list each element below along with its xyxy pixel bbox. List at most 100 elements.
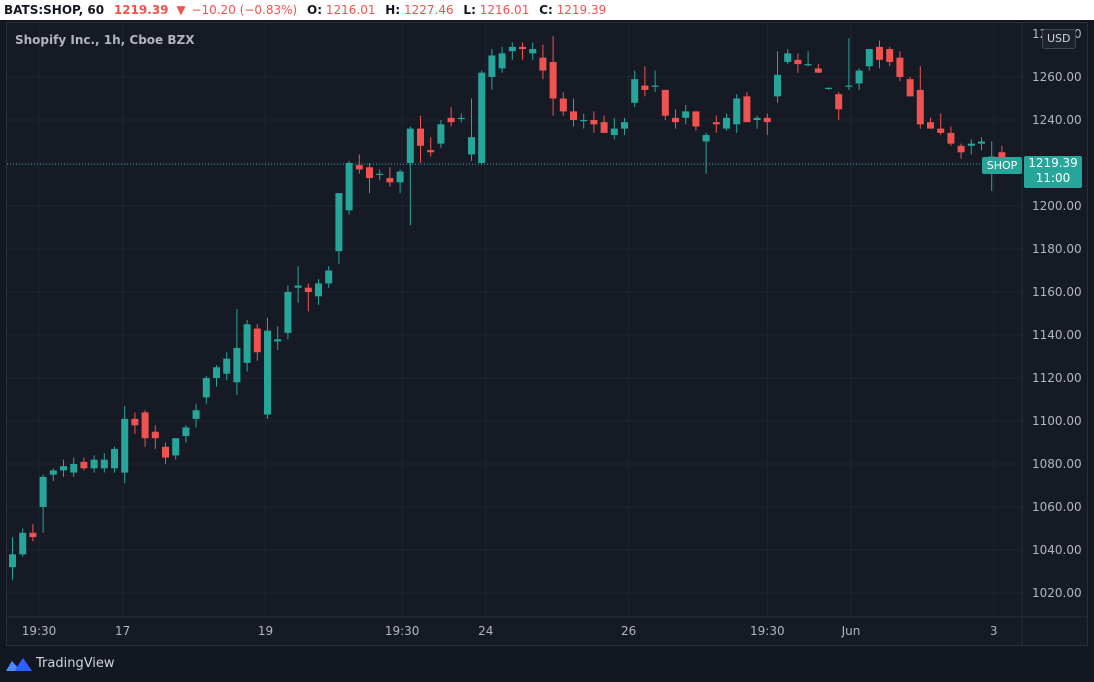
candle-20[interactable] (213, 365, 220, 387)
candle-82[interactable] (845, 38, 853, 90)
candle-51[interactable] (529, 42, 537, 60)
candle-95[interactable] (978, 137, 985, 151)
candle-87[interactable] (896, 51, 904, 82)
candle-41[interactable] (427, 137, 435, 157)
candle-50[interactable] (519, 42, 526, 60)
candle-37[interactable] (386, 167, 394, 187)
candle-53[interactable] (549, 36, 557, 116)
candle-15[interactable] (162, 442, 169, 465)
candle-42[interactable] (437, 120, 445, 148)
candle-44[interactable] (457, 113, 465, 123)
candle-45[interactable] (468, 98, 475, 161)
candle-39[interactable] (406, 126, 414, 226)
candle-71[interactable] (733, 94, 741, 133)
candle-91[interactable] (937, 113, 945, 136)
candle-60[interactable] (621, 117, 628, 136)
candle-72[interactable] (743, 92, 751, 123)
candle-79[interactable] (814, 64, 822, 73)
candle-93[interactable] (957, 143, 965, 159)
candle-1[interactable] (19, 528, 27, 557)
candle-52[interactable] (539, 44, 547, 80)
candle-75[interactable] (774, 51, 781, 103)
candle-48[interactable] (498, 46, 506, 73)
candle-33[interactable] (345, 160, 353, 215)
candle-10[interactable] (111, 446, 118, 473)
candle-24[interactable] (253, 324, 261, 361)
candle-22[interactable] (233, 309, 241, 396)
candle-85[interactable] (876, 40, 883, 69)
candle-17[interactable] (182, 425, 190, 443)
candle-69[interactable] (712, 115, 720, 133)
candle-23[interactable] (243, 319, 251, 372)
candle-18[interactable] (192, 403, 200, 428)
candle-31[interactable] (325, 266, 333, 288)
candle-80[interactable] (825, 87, 832, 90)
candle-77[interactable] (794, 53, 802, 73)
candle-89[interactable] (916, 66, 924, 129)
candle-47[interactable] (488, 49, 496, 90)
candle-6[interactable] (70, 457, 78, 477)
candle-84[interactable] (865, 49, 873, 71)
candle-56[interactable] (580, 113, 588, 129)
candle-9[interactable] (100, 453, 108, 473)
candle-73[interactable] (753, 115, 761, 129)
candle-32[interactable] (335, 193, 343, 265)
candle-28[interactable] (294, 266, 302, 303)
candle-57[interactable] (590, 111, 598, 133)
candle-70[interactable] (723, 113, 730, 131)
candle-21[interactable] (223, 352, 231, 381)
candle-12[interactable] (131, 412, 139, 434)
candle-65[interactable] (672, 109, 679, 129)
candle-76[interactable] (784, 49, 792, 65)
candle-27[interactable] (284, 285, 292, 340)
candle-36[interactable] (376, 169, 384, 181)
candle-68[interactable] (702, 132, 710, 174)
candle-35[interactable] (366, 163, 373, 194)
candle-86[interactable] (886, 46, 894, 67)
candle-25[interactable] (264, 317, 271, 419)
candle-81[interactable] (835, 92, 843, 120)
candle-3[interactable] (39, 474, 47, 533)
candle-67[interactable] (692, 111, 700, 131)
candle-2[interactable] (29, 524, 37, 542)
candle-4[interactable] (49, 468, 57, 482)
candle-8[interactable] (90, 455, 98, 473)
candle-61[interactable] (631, 70, 639, 108)
candle-46[interactable] (478, 70, 486, 166)
candle-38[interactable] (396, 169, 404, 194)
candle-16[interactable] (172, 438, 180, 460)
candle-59[interactable] (610, 117, 618, 140)
candle-78[interactable] (804, 51, 812, 67)
candlestick-chart[interactable]: 1020.00 1040.00 1060.00 1080.00 1100.00 1120.… (0, 0, 1094, 650)
candle-5[interactable] (60, 459, 67, 477)
candle-92[interactable] (947, 126, 955, 146)
candle-14[interactable] (151, 425, 159, 449)
candle-19[interactable] (202, 375, 210, 404)
candle-29[interactable] (304, 283, 312, 312)
candle-13[interactable] (141, 410, 149, 447)
candle-0[interactable] (9, 537, 16, 581)
candle-40[interactable] (417, 115, 424, 163)
candle-66[interactable] (682, 104, 690, 125)
candle-43[interactable] (447, 107, 455, 127)
candle-54[interactable] (559, 92, 567, 116)
symbol-name[interactable]: BATS:SHOP, 60 (4, 3, 105, 17)
candle-58[interactable] (600, 115, 608, 133)
currency-button[interactable]: USD (1042, 29, 1076, 49)
candle-7[interactable] (80, 457, 88, 471)
candle-62[interactable] (641, 66, 649, 97)
candle-26[interactable] (274, 326, 282, 351)
candle-11[interactable] (121, 405, 129, 484)
candle-49[interactable] (508, 42, 516, 60)
candle-64[interactable] (661, 89, 669, 120)
candle-90[interactable] (927, 117, 934, 129)
candle-30[interactable] (315, 279, 322, 305)
candle-74[interactable] (763, 113, 771, 136)
candle-63[interactable] (651, 70, 659, 93)
candle-88[interactable] (906, 77, 914, 97)
candle-94[interactable] (967, 139, 975, 155)
candle-34[interactable] (355, 154, 363, 174)
candle-55[interactable] (570, 98, 577, 127)
tradingview-brand[interactable]: TradingView (6, 654, 115, 674)
candle-83[interactable] (855, 68, 863, 90)
